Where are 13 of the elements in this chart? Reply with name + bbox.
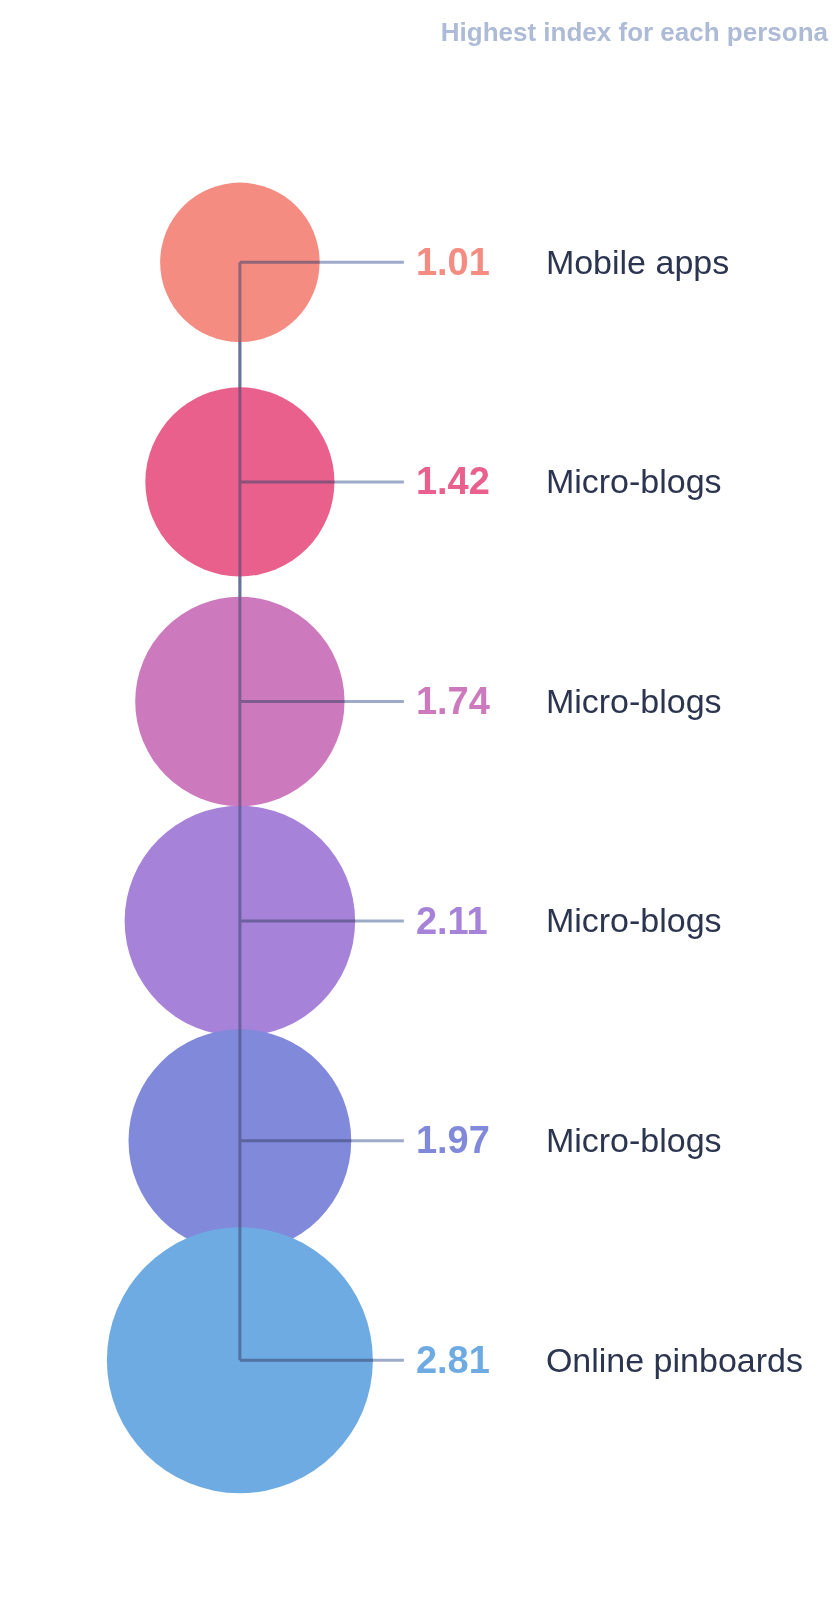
- category-label: Micro-blogs: [545, 1121, 722, 1160]
- data-label: 1.42: [415, 460, 490, 503]
- category-label: Micro-blogs: [545, 901, 722, 940]
- category-label: Online pinboards: [545, 1340, 803, 1379]
- category-label: Mobile apps: [545, 242, 730, 281]
- data-label: 1.97: [415, 1119, 490, 1162]
- data-label: 2.81: [415, 1338, 490, 1381]
- category-label: Micro-blogs: [545, 681, 722, 720]
- category-label: Micro-blogs: [545, 462, 722, 501]
- data-label: 1.01: [415, 240, 490, 283]
- data-label: 1.74: [415, 679, 490, 722]
- data-label: 2.11: [415, 899, 488, 942]
- text: Highest index for each persona: [440, 17, 829, 48]
